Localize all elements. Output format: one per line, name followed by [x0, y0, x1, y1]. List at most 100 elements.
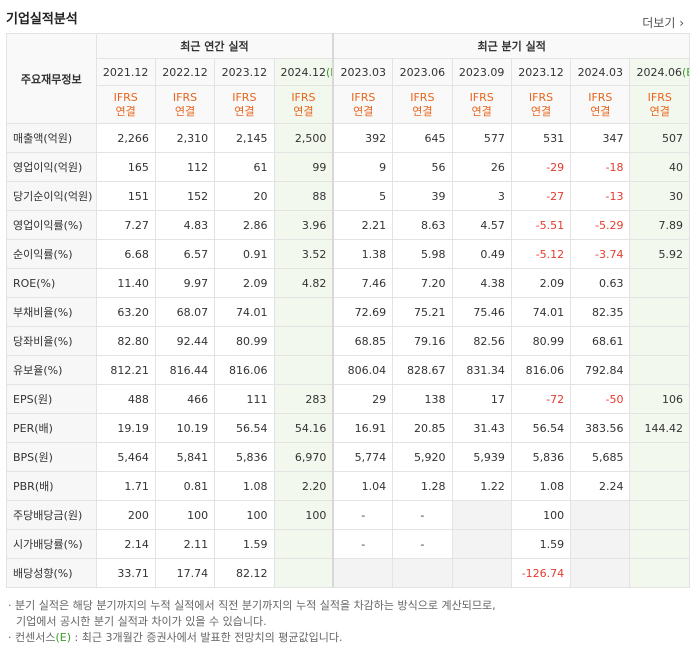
period-header: 2021.12 — [95, 58, 156, 86]
row-label: 배당성향(%) — [6, 558, 97, 588]
value-cell: 507 — [629, 123, 690, 153]
value-cell: 56.54 — [214, 413, 275, 443]
note: · 분기 실적은 해당 분기까지의 누적 실적에서 직전 분기까지의 누적 실적… — [8, 599, 496, 612]
empty-cell — [392, 558, 453, 588]
header-row: 주요재무정보 최근 연간 실적 최근 분기 실적 — [6, 33, 691, 124]
value-cell: 75.46 — [451, 297, 512, 327]
row-label: 매출액(억원) — [6, 123, 97, 153]
basis-scope: 연결 — [530, 104, 552, 118]
empty-cell — [273, 529, 334, 559]
empty-cell — [629, 500, 690, 530]
value-cell: 283 — [273, 384, 334, 414]
value-cell: 5.92 — [629, 239, 690, 269]
value-cell: 100 — [273, 500, 334, 530]
value-cell: 5,920 — [392, 442, 453, 472]
value-cell: 5.98 — [392, 239, 453, 269]
value-cell: 111 — [214, 384, 275, 414]
empty-cell — [273, 326, 334, 356]
value-cell: - — [392, 529, 453, 559]
value-cell: 2,310 — [154, 123, 216, 153]
empty-cell — [273, 355, 334, 385]
value-cell: 831.34 — [451, 355, 512, 385]
basis-scope: 연결 — [649, 104, 670, 118]
value-cell: 79.16 — [392, 326, 453, 356]
value-cell: 74.01 — [510, 297, 572, 327]
value-cell: 0.49 — [451, 239, 512, 269]
value-cell: 816.06 — [510, 355, 572, 385]
period-header: 2023.12 — [214, 58, 275, 86]
value-cell: 39 — [392, 181, 453, 211]
basis-scope: 연결 — [412, 104, 433, 118]
basis-standard: IFRS — [232, 90, 257, 104]
empty-cell — [629, 471, 690, 501]
notes: · 분기 실적은 해당 분기까지의 누적 실적에서 직전 분기까지의 누적 실적… — [8, 598, 496, 646]
value-cell: 2.09 — [214, 268, 275, 298]
value-cell: 5 — [332, 181, 394, 211]
basis-standard: IFRS — [291, 90, 316, 104]
basis-header: IFRS 연결 — [392, 85, 453, 124]
empty-cell — [629, 558, 690, 588]
basis-standard: IFRS — [113, 90, 138, 104]
value-cell: -5.51 — [510, 210, 572, 240]
data-row: 부채비율(%) 63.20 68.07 74.01 72.69 75.21 75.46 74.… — [6, 297, 690, 327]
group-header: 최근 분기 실적 — [332, 33, 691, 59]
finance-table: 주요재무정보 최근 연간 실적 최근 분기 실적 2021.12 2022.12 2023… — [6, 33, 691, 588]
basis-standard: IFRS — [172, 90, 198, 104]
basis-header: IFRS 연결 — [95, 85, 156, 124]
period-header: 2023.06 — [392, 58, 453, 86]
value-cell: 4.38 — [451, 268, 512, 298]
empty-cell — [570, 500, 631, 530]
value-cell: 466 — [154, 384, 216, 414]
row-label: 영업이익(억원) — [6, 152, 97, 182]
value-cell: 0.91 — [214, 239, 275, 269]
value-cell: -126.74 — [510, 558, 572, 588]
value-cell: 3.96 — [273, 210, 334, 240]
empty-cell — [451, 500, 512, 530]
row-label: 시가배당률(%) — [6, 529, 97, 559]
basis-scope: 연결 — [234, 104, 255, 118]
value-cell: 4.57 — [451, 210, 512, 240]
estimate-mark: (E) — [681, 65, 689, 79]
more-link[interactable]: 더보기 › — [642, 16, 684, 30]
value-cell: 9.97 — [154, 268, 216, 298]
basis-scope: 연결 — [353, 104, 374, 118]
value-cell: 100 — [510, 500, 572, 530]
note-text: 컨센서스 — [15, 631, 56, 644]
value-cell: 68.85 — [332, 326, 394, 356]
empty-cell — [451, 558, 512, 588]
value-cell: 33.71 — [95, 558, 156, 588]
row-label: 당기순이익(억원) — [6, 181, 97, 211]
period-header: 2023.12 — [510, 58, 572, 86]
group-header: 최근 연간 실적 — [95, 33, 334, 59]
value-cell: 4.83 — [154, 210, 216, 240]
value-cell: 17 — [451, 384, 512, 414]
value-cell: 2,500 — [273, 123, 334, 153]
value-cell: 392 — [332, 123, 394, 153]
empty-cell — [273, 558, 334, 588]
data-row: PBR(배) 1.71 0.81 1.08 2.20 1.04 1.28 1.22 1.08 2.… — [6, 471, 690, 501]
value-cell: 816.06 — [214, 355, 275, 385]
value-cell: 5,774 — [332, 442, 394, 472]
value-cell: 1.08 — [510, 471, 572, 501]
value-cell: 1.28 — [392, 471, 453, 501]
basis-header: IFRS 연결 — [451, 85, 512, 124]
period-label: 2022.12 — [162, 65, 208, 79]
basis-header: IFRS 연결 — [273, 85, 334, 124]
value-cell: 5,841 — [154, 442, 216, 472]
note-text: : 최근 3개월간 증권사에서 발표한 전망치의 평균값입니다. — [71, 631, 343, 644]
value-cell: 2.14 — [95, 529, 156, 559]
value-cell: - — [392, 500, 453, 530]
value-cell: 20.85 — [392, 413, 453, 443]
value-cell: -29 — [510, 152, 572, 182]
row-label: EPS(원) — [6, 384, 97, 414]
row-label: 영업이익률(%) — [6, 210, 97, 240]
value-cell: 200 — [95, 500, 156, 530]
value-cell: 816.44 — [154, 355, 216, 385]
value-cell: 2.11 — [154, 529, 216, 559]
basis-standard: IFRS — [351, 90, 376, 104]
period-label: 2023.12 — [221, 65, 268, 79]
data-row: 주당배당금(원) 200 100 100 100- -100 — [6, 500, 690, 530]
value-cell: 1.38 — [332, 239, 394, 269]
value-cell: 10.19 — [154, 413, 216, 443]
value-cell: 29 — [332, 384, 394, 414]
